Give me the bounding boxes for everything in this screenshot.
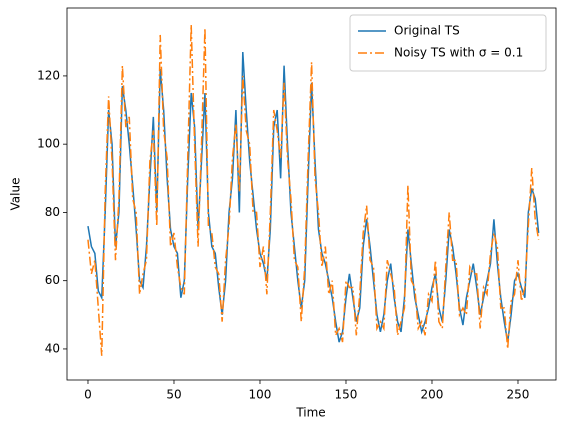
x-tick-label: 0 bbox=[84, 388, 92, 402]
x-tick-label: 200 bbox=[421, 388, 444, 402]
legend-label: Original TS bbox=[394, 24, 460, 38]
y-axis-label: Value bbox=[9, 178, 23, 211]
y-tick-label: 100 bbox=[37, 137, 60, 151]
x-tick-label: 50 bbox=[166, 388, 181, 402]
x-tick-label: 150 bbox=[335, 388, 358, 402]
plot-frame bbox=[66, 7, 557, 381]
legend-label: Noisy TS with σ = 0.1 bbox=[394, 46, 523, 60]
y-tick-label: 120 bbox=[37, 68, 60, 82]
y-tick-label: 60 bbox=[45, 273, 60, 287]
data-line bbox=[87, 24, 540, 356]
x-axis-label: Time bbox=[295, 406, 325, 420]
x-tick-label: 250 bbox=[507, 388, 530, 402]
y-tick-label: 80 bbox=[45, 205, 60, 219]
y-tick-label: 40 bbox=[45, 341, 60, 355]
legend-box bbox=[349, 14, 547, 72]
x-tick-label: 100 bbox=[249, 388, 272, 402]
